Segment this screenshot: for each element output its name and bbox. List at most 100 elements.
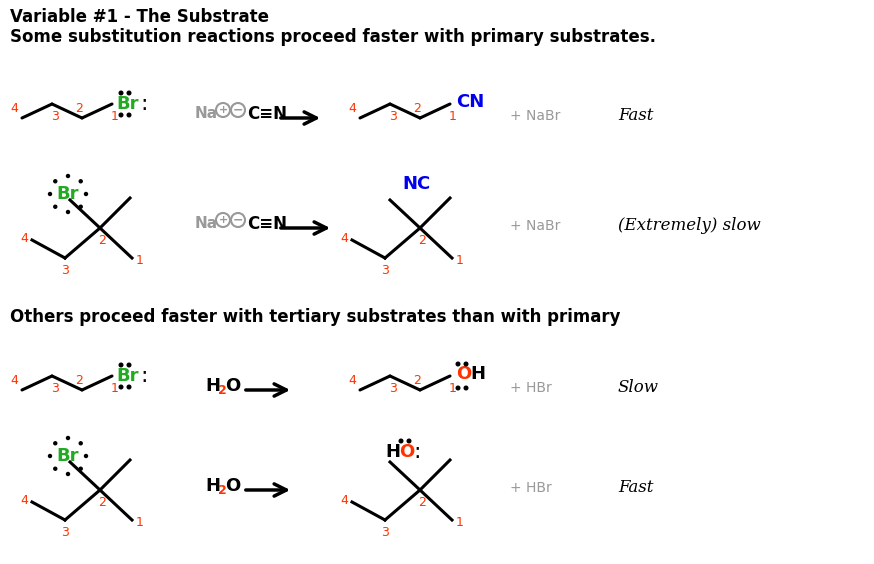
- Text: 3: 3: [51, 381, 59, 394]
- Text: Br: Br: [116, 367, 138, 385]
- Circle shape: [456, 386, 460, 390]
- Text: 4: 4: [348, 373, 356, 386]
- Text: Br: Br: [57, 185, 80, 203]
- Text: 1: 1: [136, 515, 144, 528]
- Text: + HBr: + HBr: [510, 481, 551, 495]
- Text: 4: 4: [20, 494, 28, 506]
- Text: 3: 3: [61, 526, 69, 539]
- Circle shape: [48, 455, 52, 457]
- Circle shape: [456, 362, 460, 366]
- Text: 4: 4: [340, 494, 348, 506]
- Text: 2: 2: [218, 384, 226, 396]
- Text: 2: 2: [98, 233, 106, 246]
- Circle shape: [66, 473, 70, 475]
- Text: 3: 3: [51, 109, 59, 122]
- Text: −: −: [232, 214, 243, 227]
- Text: 4: 4: [10, 373, 18, 386]
- Text: :: :: [140, 94, 148, 114]
- Circle shape: [54, 180, 57, 183]
- Text: + NaBr: + NaBr: [510, 109, 560, 123]
- Text: Na: Na: [195, 107, 218, 121]
- Circle shape: [464, 386, 468, 390]
- Text: :: :: [413, 442, 420, 462]
- Text: 3: 3: [389, 109, 397, 122]
- Circle shape: [80, 205, 82, 208]
- Circle shape: [85, 192, 87, 196]
- Text: 2: 2: [75, 373, 83, 386]
- Circle shape: [80, 180, 82, 183]
- Text: 2: 2: [413, 373, 421, 386]
- Circle shape: [119, 363, 123, 367]
- Text: Some substitution reactions proceed faster with primary substrates.: Some substitution reactions proceed fast…: [10, 28, 656, 46]
- Text: NC: NC: [402, 175, 430, 193]
- Circle shape: [54, 467, 57, 470]
- Text: O: O: [225, 377, 240, 395]
- Text: 2: 2: [98, 496, 106, 509]
- Text: Fast: Fast: [618, 479, 654, 496]
- Text: −: −: [232, 104, 243, 117]
- Text: 2: 2: [75, 102, 83, 114]
- Text: +: +: [218, 105, 227, 115]
- Circle shape: [128, 385, 131, 389]
- Text: 1: 1: [449, 381, 457, 394]
- Text: 4: 4: [10, 102, 18, 114]
- Circle shape: [66, 437, 70, 439]
- Text: 1: 1: [449, 109, 457, 122]
- Text: 1: 1: [456, 253, 464, 267]
- Text: 2: 2: [418, 233, 426, 246]
- Text: 1: 1: [111, 381, 119, 394]
- Text: + NaBr: + NaBr: [510, 219, 560, 233]
- Text: 3: 3: [61, 263, 69, 276]
- Text: Slow: Slow: [618, 380, 659, 396]
- Text: H: H: [385, 443, 400, 461]
- Circle shape: [407, 439, 411, 443]
- Text: +: +: [218, 215, 227, 225]
- Circle shape: [48, 192, 52, 196]
- Circle shape: [119, 385, 123, 389]
- Circle shape: [54, 205, 57, 208]
- Text: 2: 2: [413, 102, 421, 114]
- Circle shape: [399, 439, 403, 443]
- Circle shape: [80, 467, 82, 470]
- Text: O: O: [225, 477, 240, 495]
- Circle shape: [119, 91, 123, 95]
- Text: + HBr: + HBr: [510, 381, 551, 395]
- Text: 4: 4: [348, 102, 356, 114]
- Text: Br: Br: [116, 95, 138, 113]
- Text: 3: 3: [381, 526, 389, 539]
- Text: C≡N: C≡N: [247, 215, 287, 233]
- Text: Variable #1 - The Substrate: Variable #1 - The Substrate: [10, 8, 269, 26]
- Text: O: O: [399, 443, 414, 461]
- Text: 2: 2: [218, 483, 226, 496]
- Text: 3: 3: [389, 381, 397, 394]
- Circle shape: [119, 113, 123, 117]
- Text: 4: 4: [20, 231, 28, 245]
- Text: Others proceed faster with tertiary substrates than with primary: Others proceed faster with tertiary subs…: [10, 308, 621, 326]
- Circle shape: [54, 442, 57, 445]
- Text: 1: 1: [111, 109, 119, 122]
- Text: 4: 4: [340, 231, 348, 245]
- Text: H: H: [205, 377, 220, 395]
- Text: 1: 1: [456, 515, 464, 528]
- Text: (Extremely) slow: (Extremely) slow: [618, 218, 760, 235]
- Circle shape: [128, 363, 131, 367]
- Text: 1: 1: [136, 253, 144, 267]
- Text: H: H: [205, 477, 220, 495]
- Text: C≡N: C≡N: [247, 105, 287, 123]
- Text: Na: Na: [195, 217, 218, 231]
- Text: Fast: Fast: [618, 108, 654, 125]
- Text: O: O: [456, 365, 471, 383]
- Circle shape: [128, 113, 131, 117]
- Circle shape: [464, 362, 468, 366]
- Text: :: :: [140, 366, 148, 386]
- Text: 3: 3: [381, 263, 389, 276]
- Circle shape: [66, 174, 70, 178]
- Circle shape: [66, 210, 70, 214]
- Text: H: H: [470, 365, 485, 383]
- Text: CN: CN: [456, 93, 484, 111]
- Text: Br: Br: [57, 447, 80, 465]
- Text: 2: 2: [418, 496, 426, 509]
- Circle shape: [85, 455, 87, 457]
- Circle shape: [128, 91, 131, 95]
- Circle shape: [80, 442, 82, 445]
